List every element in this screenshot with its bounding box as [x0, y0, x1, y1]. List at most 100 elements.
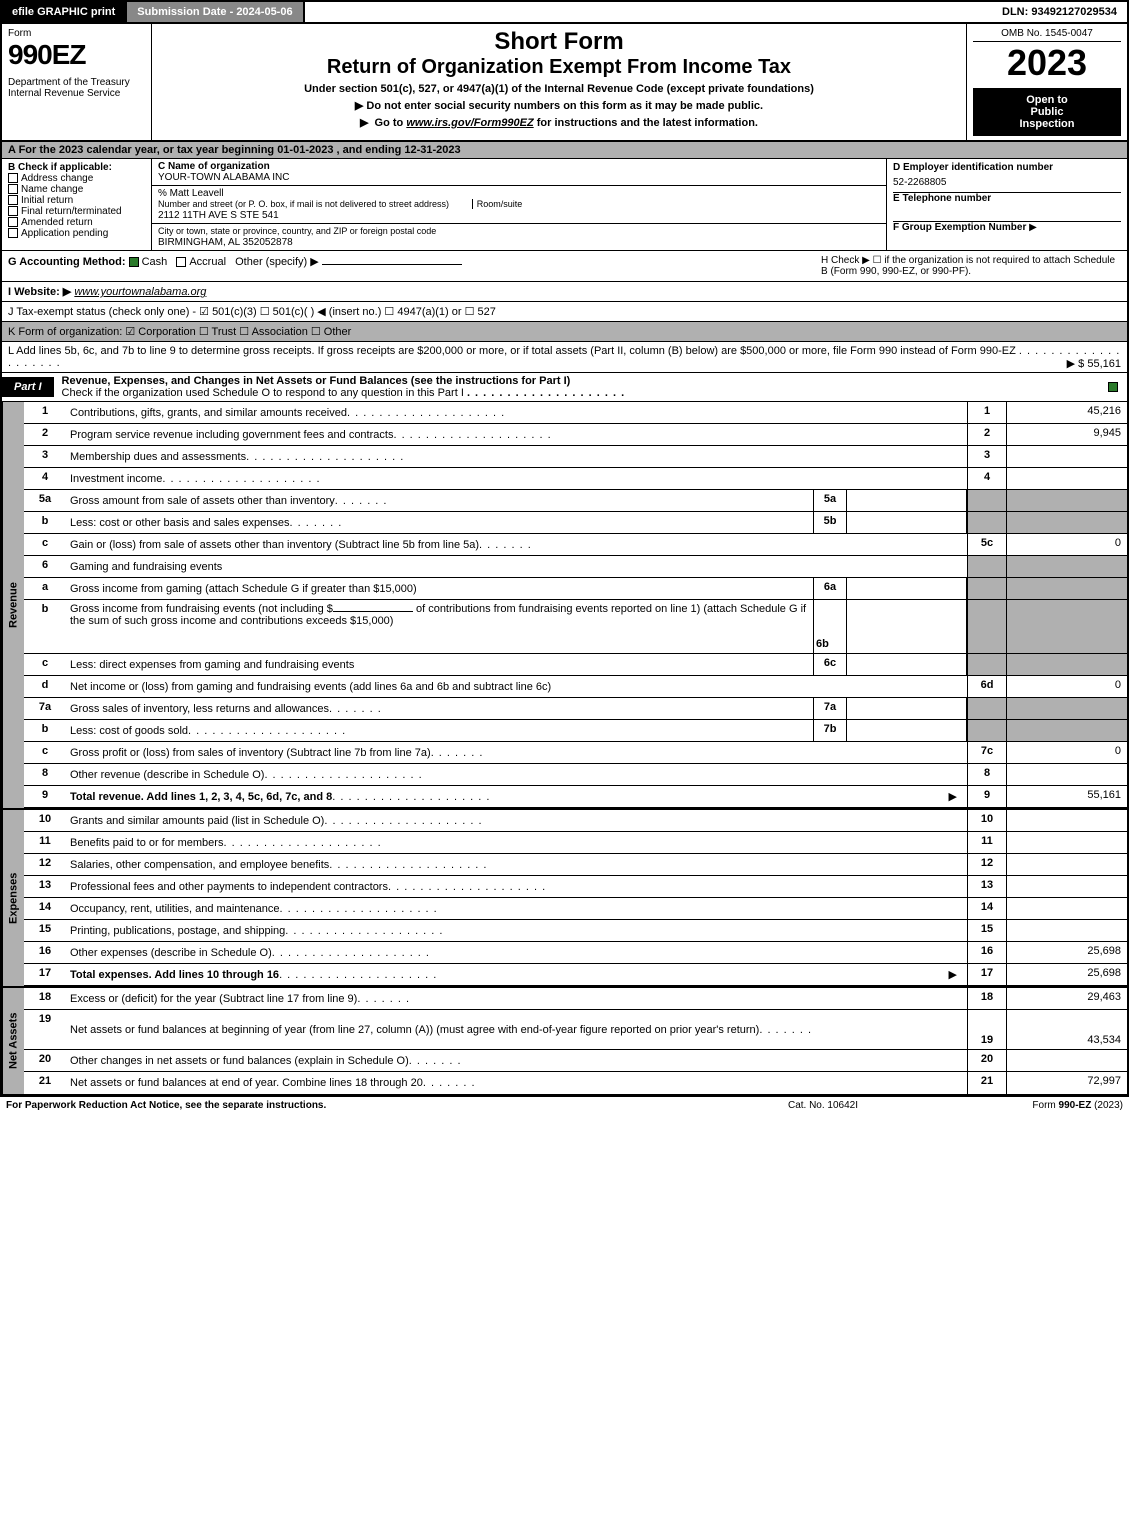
- line-15: 15Printing, publications, postage, and s…: [24, 920, 1127, 942]
- col-b-checkboxes: B Check if applicable: Address change Na…: [2, 159, 152, 250]
- line-5a: 5aGross amount from sale of assets other…: [24, 490, 1127, 512]
- subtitle: Under section 501(c), 527, or 4947(a)(1)…: [158, 83, 960, 95]
- tax-year: 2023: [973, 42, 1121, 84]
- chk-cash[interactable]: [129, 257, 139, 267]
- submission-date-button[interactable]: Submission Date - 2024-05-06: [127, 2, 304, 22]
- omb-number: OMB No. 1545-0047: [973, 28, 1121, 42]
- part1-tab: Part I: [2, 377, 54, 397]
- c-label: C Name of organization: [158, 161, 270, 172]
- line-12: 12Salaries, other compensation, and empl…: [24, 854, 1127, 876]
- e-phone-label: E Telephone number: [893, 193, 1121, 204]
- fundraising-amount-input[interactable]: [333, 611, 413, 612]
- chk-name-change[interactable]: Name change: [8, 184, 145, 195]
- part1-checkbox[interactable]: [1108, 381, 1127, 393]
- chk-application-pending[interactable]: Application pending: [8, 228, 145, 239]
- line-21: 21Net assets or fund balances at end of …: [24, 1072, 1127, 1094]
- side-label-expenses: Expenses: [2, 810, 24, 986]
- line-6c: cLess: direct expenses from gaming and f…: [24, 654, 1127, 676]
- line-19: 19Net assets or fund balances at beginni…: [24, 1010, 1127, 1050]
- note-goto-a: Go to: [375, 117, 407, 129]
- website-link[interactable]: www.yourtownalabama.org: [74, 286, 206, 298]
- open-line2: Public: [977, 106, 1117, 118]
- cash-label: Cash: [142, 256, 168, 268]
- title-main: Return of Organization Exempt From Incom…: [158, 56, 960, 79]
- ein-value: 52-2268805: [893, 173, 1121, 193]
- line-8: 8Other revenue (describe in Schedule O)8: [24, 764, 1127, 786]
- other-input[interactable]: [322, 264, 462, 265]
- section-bcd: B Check if applicable: Address change Na…: [0, 159, 1129, 251]
- line-2: 2Program service revenue including gover…: [24, 424, 1127, 446]
- line-6: 6Gaming and fundraising events: [24, 556, 1127, 578]
- form-word: Form: [8, 28, 145, 39]
- part1-sub: Check if the organization used Schedule …: [62, 387, 464, 399]
- row-l-gross-receipts: L Add lines 5b, 6c, and 7b to line 9 to …: [0, 342, 1129, 373]
- page-footer: For Paperwork Reduction Act Notice, see …: [0, 1096, 1129, 1114]
- line-14: 14Occupancy, rent, utilities, and mainte…: [24, 898, 1127, 920]
- line-13: 13Professional fees and other payments t…: [24, 876, 1127, 898]
- l-amount: ▶ $ 55,161: [1067, 357, 1121, 370]
- top-bar: efile GRAPHIC print Submission Date - 20…: [0, 0, 1129, 24]
- other-label: Other (specify) ▶: [235, 256, 319, 268]
- expenses-section: Expenses 10Grants and similar amounts pa…: [0, 808, 1129, 986]
- room-label: Room/suite: [472, 199, 523, 209]
- open-inspection-box: Open to Public Inspection: [973, 88, 1121, 136]
- arrow-icon: [360, 117, 371, 129]
- line-11: 11Benefits paid to or for members11: [24, 832, 1127, 854]
- org-name: YOUR-TOWN ALABAMA INC: [158, 172, 290, 183]
- line-1: 1Contributions, gifts, grants, and simil…: [24, 402, 1127, 424]
- footer-form-ref: Form 990-EZ (2023): [923, 1100, 1123, 1111]
- d-label: D Employer identification number: [893, 162, 1121, 173]
- line-16: 16Other expenses (describe in Schedule O…: [24, 942, 1127, 964]
- street-address: 2112 11TH AVE S STE 541: [158, 210, 279, 221]
- part1-header: Part I Revenue, Expenses, and Changes in…: [0, 373, 1129, 402]
- f-label: F Group Exemption Number: [893, 222, 1026, 233]
- note-goto: Go to www.irs.gov/Form990EZ for instruct…: [158, 116, 960, 129]
- line-20: 20Other changes in net assets or fund ba…: [24, 1050, 1127, 1072]
- chk-amended-return[interactable]: Amended return: [8, 217, 145, 228]
- line-3: 3Membership dues and assessments3: [24, 446, 1127, 468]
- netassets-section: Net Assets 18Excess or (deficit) for the…: [0, 986, 1129, 1096]
- irs-link[interactable]: www.irs.gov/Form990EZ: [406, 117, 533, 129]
- form-header: Form 990EZ Department of the Treasury In…: [0, 24, 1129, 142]
- title-short-form: Short Form: [158, 28, 960, 56]
- side-label-revenue: Revenue: [2, 402, 24, 808]
- efile-print-button[interactable]: efile GRAPHIC print: [2, 2, 127, 22]
- line-6b: bGross income from fundraising events (n…: [24, 600, 1127, 654]
- col-c-orginfo: C Name of organization YOUR-TOWN ALABAMA…: [152, 159, 887, 250]
- care-of: % Matt Leavell: [158, 188, 224, 199]
- footer-left: For Paperwork Reduction Act Notice, see …: [6, 1100, 723, 1111]
- line-9: 9Total revenue. Add lines 1, 2, 3, 4, 5c…: [24, 786, 1127, 808]
- side-label-netassets: Net Assets: [2, 988, 24, 1094]
- line-6d: dNet income or (loss) from gaming and fu…: [24, 676, 1127, 698]
- city-state-zip: BIRMINGHAM, AL 352052878: [158, 237, 293, 248]
- dept-irs: Internal Revenue Service: [8, 88, 145, 99]
- line-6a: aGross income from gaming (attach Schedu…: [24, 578, 1127, 600]
- row-i-website: I Website: ▶ www.yourtownalabama.org: [0, 282, 1129, 302]
- chk-initial-return[interactable]: Initial return: [8, 195, 145, 206]
- h-schedule-b: H Check ▶ ☐ if the organization is not r…: [821, 255, 1121, 277]
- chk-address-change[interactable]: Address change: [8, 173, 145, 184]
- row-k-org-form: K Form of organization: ☑ Corporation ☐ …: [0, 322, 1129, 342]
- line-5c: cGain or (loss) from sale of assets othe…: [24, 534, 1127, 556]
- accrual-label: Accrual: [189, 256, 226, 268]
- row-j-tax-exempt: J Tax-exempt status (check only one) - ☑…: [0, 302, 1129, 322]
- line-7c: cGross profit or (loss) from sales of in…: [24, 742, 1127, 764]
- chk-final-return[interactable]: Final return/terminated: [8, 206, 145, 217]
- col-d-ein: D Employer identification number 52-2268…: [887, 159, 1127, 250]
- line-7a: 7aGross sales of inventory, less returns…: [24, 698, 1127, 720]
- dln-label: DLN: 93492127029534: [992, 2, 1127, 22]
- footer-catno: Cat. No. 10642I: [723, 1100, 923, 1111]
- open-line3: Inspection: [977, 118, 1117, 130]
- f-group-exemption: F Group Exemption Number ▶: [893, 222, 1121, 233]
- line-10: 10Grants and similar amounts paid (list …: [24, 810, 1127, 832]
- g-label: G Accounting Method:: [8, 256, 126, 268]
- dept-treasury: Department of the Treasury: [8, 77, 145, 88]
- form-number: 990EZ: [8, 39, 145, 71]
- open-line1: Open to: [977, 94, 1117, 106]
- note-ssn: Do not enter social security numbers on …: [158, 99, 960, 112]
- arrow-icon: ▶: [949, 790, 957, 803]
- f-arrow-icon: ▶: [1029, 222, 1037, 233]
- line-7b: bLess: cost of goods sold7b: [24, 720, 1127, 742]
- revenue-section: Revenue 1Contributions, gifts, grants, a…: [0, 402, 1129, 808]
- chk-accrual[interactable]: [176, 257, 186, 267]
